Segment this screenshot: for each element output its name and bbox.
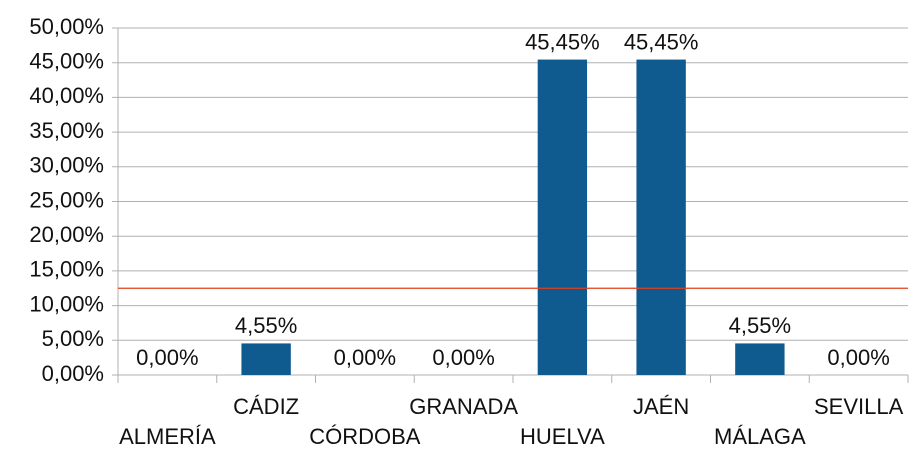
y-tick-label: 15,00% xyxy=(29,257,104,282)
x-tick-label: SEVILLA xyxy=(814,394,904,419)
y-tick-label: 35,00% xyxy=(29,118,104,143)
bar xyxy=(241,343,291,375)
y-tick-label: 20,00% xyxy=(29,222,104,247)
bar xyxy=(537,59,588,376)
value-label: 4,55% xyxy=(729,313,791,338)
value-label: 45,45% xyxy=(624,29,699,54)
y-tick-label: 25,00% xyxy=(29,187,104,212)
value-label: 4,55% xyxy=(235,313,297,338)
bar xyxy=(636,59,686,376)
y-tick-label: 10,00% xyxy=(29,291,104,316)
value-label: 0,00% xyxy=(136,345,198,370)
x-tick-label: JAÉN xyxy=(633,394,689,419)
x-tick-label: MÁLAGA xyxy=(714,424,806,449)
x-tick-label: GRANADA xyxy=(409,394,518,419)
x-tick-label: CÁDIZ xyxy=(233,394,299,419)
value-label: 0,00% xyxy=(432,345,494,370)
x-tick-label: CÓRDOBA xyxy=(309,424,421,449)
x-tick-label: ALMERÍA xyxy=(119,424,216,449)
value-label: 45,45% xyxy=(525,29,600,54)
y-tick-label: 40,00% xyxy=(29,83,104,108)
y-tick-label: 45,00% xyxy=(29,49,104,74)
y-tick-label: 5,00% xyxy=(42,326,104,351)
y-tick-label: 0,00% xyxy=(42,361,104,386)
value-label: 0,00% xyxy=(334,345,396,370)
value-label: 0,00% xyxy=(827,345,889,370)
x-tick-label: HUELVA xyxy=(520,424,605,449)
y-tick-label: 50,00% xyxy=(29,14,104,39)
y-tick-label: 30,00% xyxy=(29,153,104,178)
bar xyxy=(735,343,785,375)
